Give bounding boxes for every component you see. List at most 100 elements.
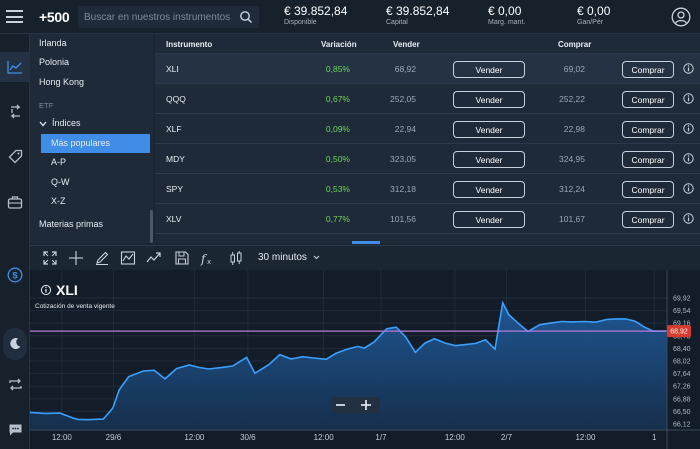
sell-price: 323,05 xyxy=(390,154,416,164)
nav-rail: $ xyxy=(0,34,30,449)
briefcase-icon xyxy=(7,196,23,209)
crosshair-icon[interactable] xyxy=(68,250,84,266)
info-icon[interactable] xyxy=(683,63,694,74)
price-area xyxy=(30,302,667,430)
info-icon[interactable] xyxy=(683,153,694,164)
nav-switch[interactable] xyxy=(0,369,30,399)
buy-button[interactable]: Comprar xyxy=(622,151,674,168)
buy-button[interactable]: Comprar xyxy=(622,211,674,228)
timeframe-selector[interactable]: 30 minutos xyxy=(258,252,320,263)
nav-trade[interactable] xyxy=(0,52,30,82)
table-scroll-indicator[interactable] xyxy=(352,241,380,244)
dark-mode-toggle[interactable] xyxy=(3,328,27,360)
table-row[interactable]: QQQ 0,67% 252,05 Vender 252,22 Comprar xyxy=(155,84,700,114)
stat-label: Capital xyxy=(386,19,408,26)
category-panel: Irlanda Polonia Hong Kong ETF Índices Má… xyxy=(30,34,153,243)
buy-button[interactable]: Comprar xyxy=(622,181,674,198)
buy-price: 22,98 xyxy=(563,124,585,134)
current-price-label: 68,92 xyxy=(670,329,688,336)
info-icon[interactable] xyxy=(683,123,694,134)
x-tick-label: 12:00 xyxy=(314,433,335,442)
nav-chat[interactable] xyxy=(0,415,30,445)
info-icon[interactable] xyxy=(683,93,694,104)
table-row[interactable]: XLI 0,85% 68,92 Vender 69,02 Comprar xyxy=(155,54,700,84)
y-tick-label: 69,16 xyxy=(673,321,691,328)
sell-button[interactable]: Vender xyxy=(453,91,525,108)
subcategory-most-popular[interactable]: Más populares xyxy=(51,138,111,148)
sell-button[interactable]: Vender xyxy=(453,121,525,138)
category-ireland[interactable]: Irlanda xyxy=(39,38,67,48)
function-icon[interactable]: f x xyxy=(200,250,216,266)
sell-button[interactable]: Vender xyxy=(453,181,525,198)
zoom-controls xyxy=(332,397,380,413)
subcategory-x-z[interactable]: X-Z xyxy=(51,196,66,206)
nav-orders[interactable] xyxy=(0,141,30,171)
repeat-icon xyxy=(8,378,22,390)
instrument-name: QQQ xyxy=(166,94,186,104)
price-chart[interactable]: 69,9269,5469,1668,7868,4068,0267,6467,26… xyxy=(30,270,700,449)
tag-icon xyxy=(8,149,22,163)
nav-portfolio[interactable] xyxy=(0,187,30,217)
sell-price: 312,18 xyxy=(390,184,416,194)
category-indices[interactable]: Índices xyxy=(39,118,81,128)
header-buy: Comprar xyxy=(558,40,592,49)
sell-button[interactable]: Vender xyxy=(453,211,525,228)
change-value: 0,50% xyxy=(325,154,350,164)
buy-button[interactable]: Comprar xyxy=(622,61,674,78)
sell-price: 101,56 xyxy=(390,214,416,224)
buy-button[interactable]: Comprar xyxy=(622,121,674,138)
table-row[interactable]: XLF 0,09% 22,94 Vender 22,98 Comprar xyxy=(155,114,700,144)
pencil-icon[interactable] xyxy=(94,250,110,266)
category-commodities[interactable]: Materias primas xyxy=(39,219,104,229)
save-icon[interactable] xyxy=(174,250,190,266)
search-icon[interactable] xyxy=(239,10,253,24)
top-bar: +500 € 39.852,84 Disponible € 39.852,84 … xyxy=(0,0,700,34)
nav-positions[interactable] xyxy=(0,96,30,126)
x-tick-label: 12:00 xyxy=(184,433,205,442)
table-row[interactable]: MDY 0,50% 323,05 Vender 324,95 Comprar xyxy=(155,144,700,174)
account-icon[interactable] xyxy=(671,7,691,27)
search-input[interactable] xyxy=(84,9,234,25)
stat-margin: € 0,00 Marg. mant. xyxy=(488,4,525,26)
y-tick-label: 68,40 xyxy=(673,346,691,353)
moon-icon xyxy=(10,338,21,350)
stat-value: € 0,00 xyxy=(488,4,522,18)
x-tick-label: 2/7 xyxy=(501,433,513,442)
y-tick-label: 67,64 xyxy=(673,371,691,378)
header-instrument: Instrumento xyxy=(166,40,213,49)
sell-price: 252,05 xyxy=(390,94,416,104)
chevron-down-icon xyxy=(39,121,47,127)
category-hong-kong[interactable]: Hong Kong xyxy=(39,77,85,87)
stat-label: Gan/Pér xyxy=(577,19,604,26)
info-icon[interactable] xyxy=(683,183,694,194)
sell-button[interactable]: Vender xyxy=(453,151,525,168)
category-scrollbar[interactable] xyxy=(150,210,153,243)
buy-price: 69,02 xyxy=(563,64,585,74)
x-tick-label: 12:00 xyxy=(52,433,73,442)
buy-price: 252,22 xyxy=(559,94,585,104)
indicator-icon[interactable] xyxy=(120,250,136,266)
info-icon[interactable] xyxy=(683,213,694,224)
info-icon[interactable] xyxy=(40,284,52,296)
buy-price: 101,67 xyxy=(559,214,585,224)
sell-button[interactable]: Vender xyxy=(453,61,525,78)
subcategory-q-w[interactable]: Q-W xyxy=(51,177,70,187)
svg-text:x: x xyxy=(207,258,211,266)
subcategory-a-p[interactable]: A-P xyxy=(51,157,67,167)
category-poland[interactable]: Polonia xyxy=(39,57,70,67)
change-value: 0,77% xyxy=(325,214,350,224)
table-row[interactable]: SPY 0,53% 312,18 Vender 312,24 Comprar xyxy=(155,174,700,204)
fullscreen-icon[interactable] xyxy=(42,250,58,266)
trend-icon[interactable] xyxy=(146,250,162,266)
table-row[interactable]: XLV 0,77% 101,56 Vender 101,67 Comprar xyxy=(155,204,700,234)
chart-subtitle: Cotización de venta vigente xyxy=(35,303,115,310)
buy-button[interactable]: Comprar xyxy=(622,91,674,108)
instrument-name: XLF xyxy=(166,124,182,134)
menu-icon[interactable] xyxy=(6,10,23,23)
change-value: 0,67% xyxy=(325,94,350,104)
category-indices-label: Índices xyxy=(52,118,81,128)
brand-logo: +500 xyxy=(39,9,70,25)
candlestick-icon[interactable] xyxy=(228,250,244,266)
nav-deposit[interactable]: $ xyxy=(0,260,30,290)
search-box[interactable] xyxy=(78,6,259,28)
